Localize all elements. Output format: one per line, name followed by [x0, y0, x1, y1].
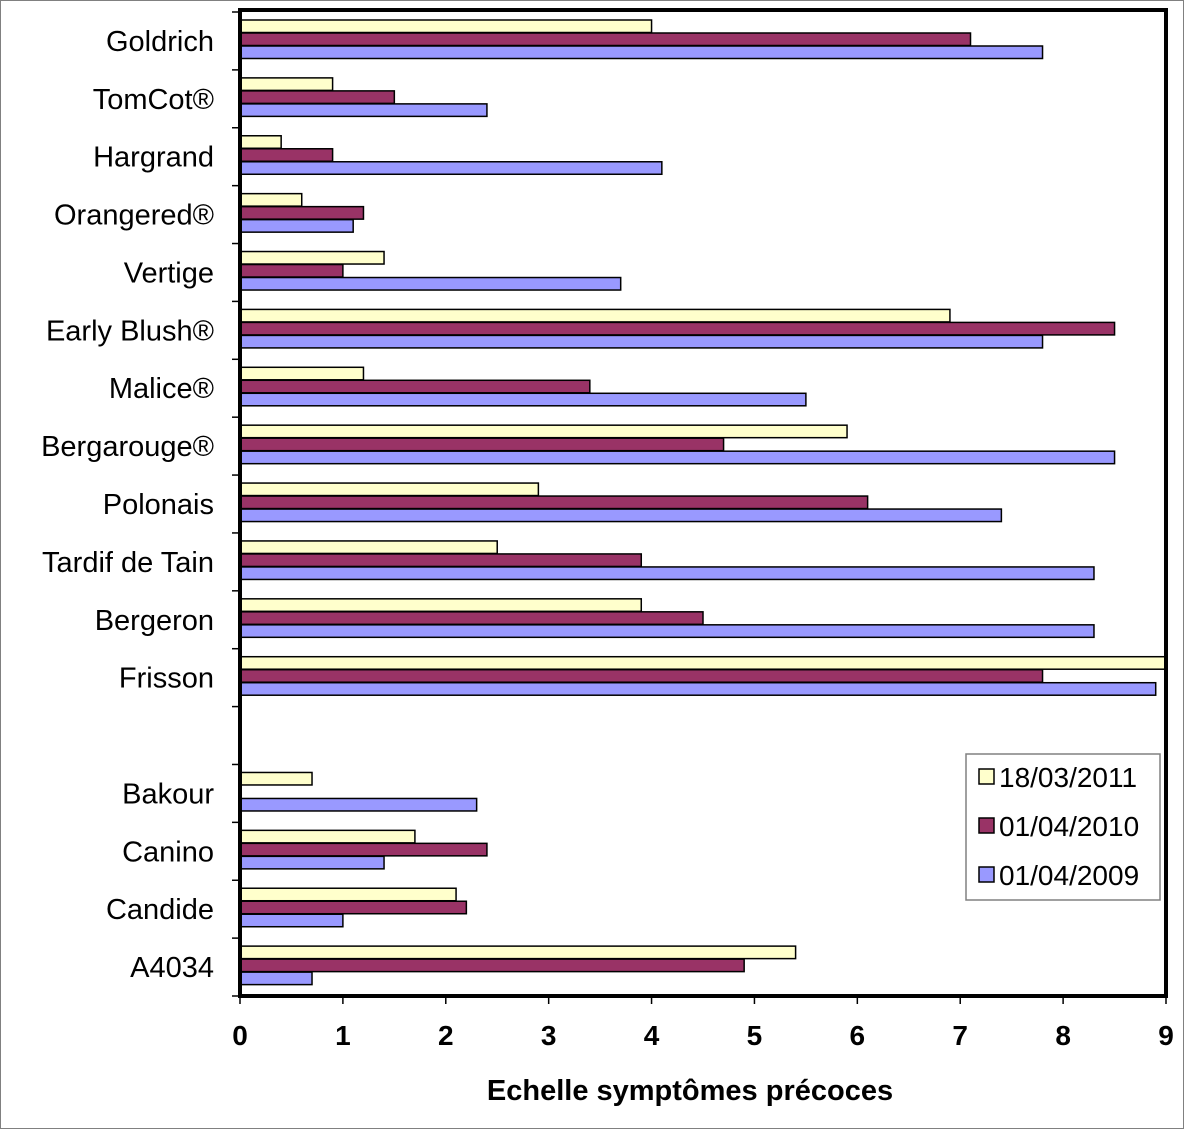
- bar-bakour-series-2: [239, 797, 478, 812]
- bar-hargrand-series-1: [239, 148, 334, 163]
- category-label: Tardif de Tain: [42, 547, 214, 579]
- bar-tardif-de-tain-series-0: [239, 540, 498, 555]
- category-label: Polonais: [103, 489, 214, 521]
- bar-tomcot--series-0: [239, 77, 334, 92]
- bar-vertige-series-2: [239, 276, 622, 291]
- bar-bakour-series-0: [239, 771, 313, 786]
- bar-early-blush--series-0: [239, 308, 951, 323]
- bar-bergeron-series-1: [239, 611, 704, 626]
- category-label: A4034: [130, 952, 214, 984]
- bar-tardif-de-tain-series-2: [239, 566, 1095, 581]
- category-label: Hargrand: [93, 142, 214, 174]
- x-tick-label: 7: [952, 1020, 968, 1051]
- bar-bergarouge--series-1: [239, 437, 725, 452]
- bar-frisson-series-0: [239, 655, 1167, 670]
- bar-bergarouge--series-0: [239, 424, 848, 439]
- x-tick-label: 2: [438, 1020, 454, 1051]
- bar-frisson-series-2: [239, 681, 1157, 696]
- bar-hargrand-series-2: [239, 161, 663, 176]
- bar-canino-series-2: [239, 855, 385, 870]
- legend-swatch: [978, 866, 995, 883]
- bar-tomcot--series-2: [239, 103, 488, 118]
- bar-candide-series-1: [239, 900, 468, 915]
- bar-goldrich-series-2: [239, 45, 1044, 60]
- legend-label: 01/04/2010: [999, 811, 1139, 842]
- legend-swatch: [978, 817, 995, 834]
- legend-label: 18/03/2011: [999, 762, 1137, 793]
- bar-orangered--series-2: [239, 218, 354, 233]
- bar-frisson-series-1: [239, 668, 1044, 683]
- category-label: Canino: [122, 836, 214, 868]
- bar-early-blush--series-1: [239, 321, 1116, 336]
- category-label: Candide: [106, 894, 214, 926]
- category-label: TomCot®: [93, 84, 214, 116]
- bar-tomcot--series-1: [239, 90, 396, 105]
- x-tick-label: 8: [1055, 1020, 1071, 1051]
- bar-polonais-series-1: [239, 495, 869, 510]
- bar-malice--series-2: [239, 392, 807, 407]
- bars-layer: [239, 19, 1167, 986]
- bar-candide-series-2: [239, 913, 344, 928]
- bar-polonais-series-0: [239, 482, 540, 497]
- bar-canino-series-1: [239, 842, 488, 857]
- category-labels: Goldrich TomCot® Hargrand Orangered® Vertige…: [41, 26, 214, 984]
- bar-a4034-series-1: [239, 958, 745, 973]
- x-axis-title: Echelle symptômes précoces: [487, 1075, 893, 1107]
- x-tick-label: 3: [541, 1020, 557, 1051]
- bar-orangered--series-0: [239, 192, 303, 207]
- x-tick-label: 6: [850, 1020, 866, 1051]
- bar-polonais-series-2: [239, 508, 1003, 523]
- bar-a4034-series-2: [239, 971, 313, 986]
- legend-box: [965, 753, 1161, 901]
- bar-tardif-de-tain-series-1: [239, 553, 643, 568]
- category-label: Bergarouge®: [41, 431, 214, 463]
- x-tick-label: 9: [1158, 1020, 1174, 1051]
- legend-label: 01/04/2009: [999, 860, 1139, 891]
- category-label: Frisson: [119, 663, 214, 695]
- legend: 18/03/2011 01/04/2010 01/04/2009: [965, 753, 1161, 901]
- bar-orangered--series-1: [239, 205, 365, 220]
- category-label: Orangered®: [54, 200, 214, 232]
- bar-vertige-series-0: [239, 250, 385, 265]
- bar-candide-series-0: [239, 887, 457, 902]
- bar-vertige-series-1: [239, 263, 344, 278]
- bar-malice--series-0: [239, 366, 365, 381]
- bar-early-blush--series-2: [239, 334, 1044, 349]
- legend-swatch: [978, 768, 995, 785]
- x-tick-label: 1: [335, 1020, 351, 1051]
- bar-malice--series-1: [239, 379, 591, 394]
- bar-hargrand-series-0: [239, 135, 282, 150]
- bar-bergeron-series-0: [239, 598, 643, 613]
- category-label: Vertige: [124, 257, 214, 289]
- bar-goldrich-series-1: [239, 32, 972, 47]
- category-label: Goldrich: [106, 26, 214, 58]
- plot-area-border: [238, 8, 1168, 998]
- category-label: Early Blush®: [46, 315, 214, 347]
- bar-bergeron-series-2: [239, 624, 1095, 639]
- axes: 0 1 2 3 4 5 6 7 8 9: [232, 11, 1174, 1051]
- bar-a4034-series-0: [239, 945, 797, 960]
- bar-bergarouge--series-2: [239, 450, 1116, 465]
- category-label: Malice®: [109, 373, 214, 405]
- category-label: Bakour: [122, 778, 214, 810]
- bar-canino-series-0: [239, 829, 416, 844]
- bar-goldrich-series-0: [239, 19, 653, 34]
- x-tick-label: 4: [644, 1020, 660, 1051]
- x-tick-label: 0: [232, 1020, 248, 1051]
- category-label: Bergeron: [95, 605, 214, 637]
- x-tick-label: 5: [747, 1020, 763, 1051]
